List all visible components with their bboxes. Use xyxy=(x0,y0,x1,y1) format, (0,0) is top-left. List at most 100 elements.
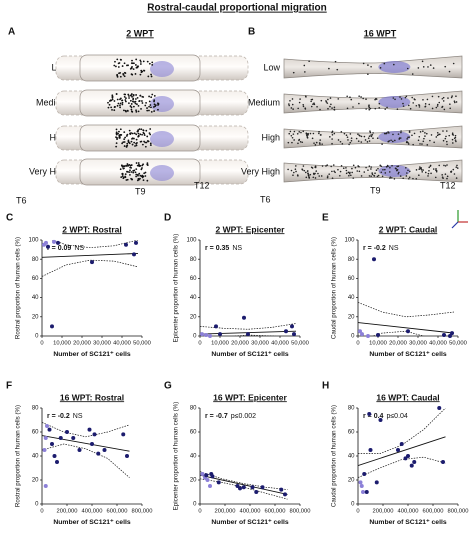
cell-dot xyxy=(451,133,454,136)
cell-dot xyxy=(396,108,399,110)
cell-dot xyxy=(318,132,320,135)
cell-dot xyxy=(329,105,331,108)
cell-dot xyxy=(456,167,459,169)
x-tick-label: 20,000 xyxy=(73,341,91,347)
cell-dot xyxy=(144,141,147,144)
cell-dot xyxy=(449,107,451,110)
cell-dot xyxy=(292,71,295,74)
cell-dot xyxy=(418,174,420,176)
cell-dot xyxy=(333,170,335,173)
cell-dot xyxy=(358,170,361,173)
cell-dot xyxy=(377,174,380,177)
cell-dot xyxy=(137,162,140,164)
cell-dot xyxy=(107,106,110,109)
cell-dot xyxy=(371,172,373,174)
data-point xyxy=(92,432,97,437)
cell-dot xyxy=(388,171,391,173)
chart-title: 2 WPT: Caudal xyxy=(379,224,438,234)
y-tick-label: 0 xyxy=(35,502,39,508)
x-tick-label: 10,000 xyxy=(211,341,229,347)
cell-dot xyxy=(408,170,411,173)
cell-dot xyxy=(134,171,137,174)
cell-dot xyxy=(312,132,315,135)
cell-dot xyxy=(399,96,401,98)
x-tick-label: 0 xyxy=(198,509,201,515)
axis-glyph xyxy=(451,210,468,229)
cell-dot xyxy=(402,102,404,105)
cell-dot xyxy=(121,99,124,102)
cell-dot xyxy=(407,169,409,172)
cell-dot xyxy=(138,164,141,167)
cell-dot xyxy=(140,128,143,131)
cell-dot xyxy=(115,131,118,134)
x-axis-label: Number of SC121⁺ cells xyxy=(369,351,446,358)
cell-dot xyxy=(299,98,301,100)
row-label: Very High xyxy=(29,166,68,176)
cell-dot xyxy=(135,162,138,164)
cell-dot xyxy=(398,137,401,139)
row-label: Very High xyxy=(241,166,280,176)
cell-dot xyxy=(137,130,139,133)
cell-dot xyxy=(426,144,429,146)
cell-dot xyxy=(113,105,116,108)
cell-dot xyxy=(308,60,310,63)
cell-dot xyxy=(407,143,410,145)
cell-dot xyxy=(358,95,360,97)
cell-dot xyxy=(134,145,136,147)
cell-dot xyxy=(329,136,331,138)
cell-dot xyxy=(424,132,426,134)
cell-dot xyxy=(369,130,371,132)
cell-dot xyxy=(310,105,313,108)
cell-dot xyxy=(328,173,331,175)
cell-dot xyxy=(143,172,146,175)
cell-dot xyxy=(368,140,371,142)
cell-dot xyxy=(114,60,116,63)
cell-dot xyxy=(142,129,145,132)
cell-dot xyxy=(356,170,359,172)
y-tick-label: 100 xyxy=(344,238,355,244)
cell-dot xyxy=(142,60,145,63)
cell-dot xyxy=(123,141,126,143)
cell-dot xyxy=(141,70,144,73)
data-point xyxy=(374,480,379,485)
cell-dot xyxy=(341,143,344,145)
cell-dot xyxy=(348,174,350,177)
cell-dot xyxy=(120,176,123,179)
cell-dot xyxy=(368,175,371,177)
cell-dot xyxy=(396,169,398,172)
cell-dot xyxy=(291,141,293,144)
cell-dot xyxy=(137,110,140,113)
cell-dot xyxy=(152,106,155,108)
x-tick-label: 0 xyxy=(40,341,43,347)
cell-dot xyxy=(409,107,412,110)
cell-dot xyxy=(149,142,152,145)
y-tick-label: 60 xyxy=(32,276,39,282)
x-tick-label: 40,000 xyxy=(271,341,289,347)
cell-dot xyxy=(438,133,440,136)
cell-dot xyxy=(301,168,303,170)
y-tick-label: 60 xyxy=(348,276,355,282)
cell-dot xyxy=(430,134,433,136)
cell-dot xyxy=(381,143,383,145)
data-point xyxy=(43,484,48,488)
cell-dot xyxy=(140,175,143,178)
data-point xyxy=(361,490,365,494)
cell-dot xyxy=(452,168,455,171)
data-point xyxy=(56,240,60,245)
cell-dot xyxy=(422,66,425,68)
cell-dot xyxy=(393,178,396,180)
cell-dot xyxy=(113,64,116,67)
cell-dot xyxy=(126,109,129,112)
cell-dot xyxy=(432,168,435,170)
cell-dot xyxy=(148,100,151,103)
cell-dot xyxy=(374,107,377,110)
cell-dot xyxy=(130,103,133,105)
cell-dot xyxy=(131,110,134,113)
panel-letter: B xyxy=(248,27,255,38)
cell-dot xyxy=(334,60,337,63)
cell-dot xyxy=(351,167,353,170)
cell-dot xyxy=(311,167,314,169)
cell-dot xyxy=(400,130,402,132)
cell-dot xyxy=(428,103,431,106)
data-point xyxy=(399,442,404,446)
